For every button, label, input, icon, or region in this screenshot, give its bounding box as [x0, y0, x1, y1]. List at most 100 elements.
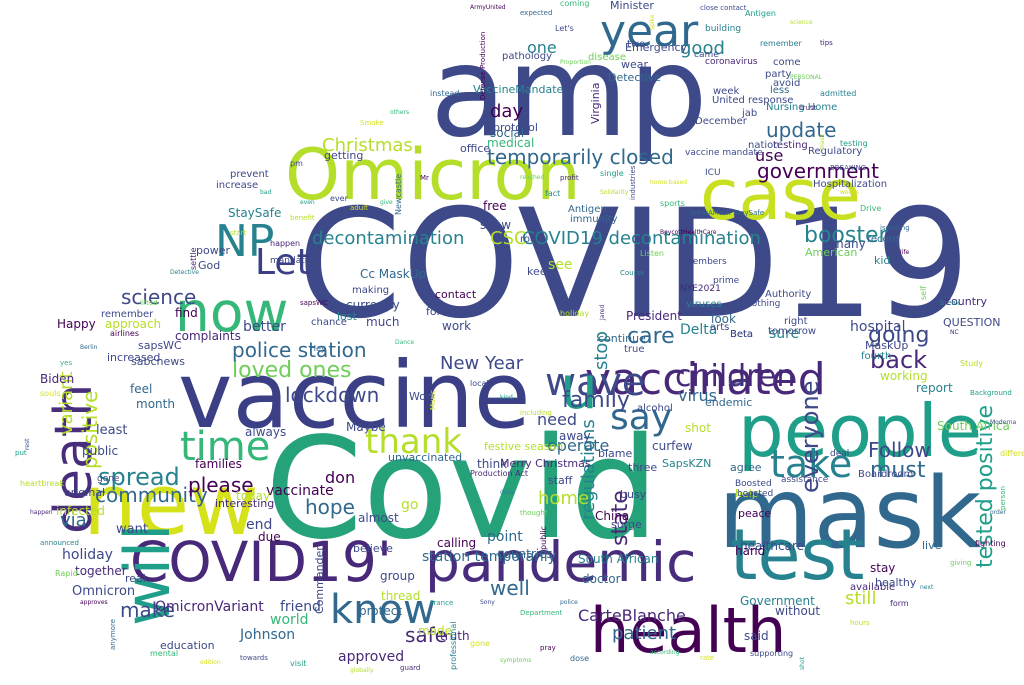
cloud-word: interesting [215, 497, 275, 510]
cloud-word: CarteBlanche [578, 606, 686, 625]
cloud-word-small: reached [520, 174, 545, 181]
cloud-word: holiday [62, 547, 113, 563]
cloud-word: calling [437, 536, 477, 550]
cloud-word: must [870, 458, 926, 483]
cloud-word: hand [735, 544, 766, 558]
cloud-word: sapsWC [138, 339, 182, 352]
cloud-word: office [460, 142, 491, 155]
cloud-word: Let [255, 242, 311, 283]
cloud-word: staff [548, 474, 573, 487]
cloud-word: think [477, 457, 508, 471]
cloud-word: almost [358, 511, 399, 525]
cloud-word: without [775, 604, 821, 618]
cloud-word: Beta [730, 329, 754, 340]
cloud-word-small: yes [60, 359, 73, 367]
cloud-word: Emergency [625, 41, 688, 54]
cloud-word: surge [611, 518, 642, 531]
cloud-word: Christmas [322, 135, 413, 156]
cloud-word: approved [338, 649, 405, 665]
cloud-word: President [626, 309, 682, 323]
cloud-word: coronavirus [705, 57, 758, 67]
cloud-word: shot [685, 421, 711, 435]
cloud-word-small: anymore [109, 618, 117, 650]
cloud-word-small: sapsWC [300, 299, 328, 307]
cloud-word: live [922, 539, 942, 552]
cloud-word: going [868, 323, 930, 348]
cloud-word-small: hours [850, 619, 870, 627]
cloud-word-small: Dance [395, 339, 415, 346]
cloud-word: say [610, 397, 673, 438]
cloud-word: wear [621, 58, 649, 71]
cloud-word-small: pray [540, 644, 556, 652]
cloud-word-small: ever [330, 194, 348, 203]
cloud-word: prime [713, 276, 740, 286]
cloud-word-small: tips [820, 39, 833, 47]
cloud-word: chance [311, 317, 347, 328]
cloud-word: Detective [608, 71, 662, 84]
cloud-word-small: weeks [840, 189, 859, 196]
cloud-word: December [695, 116, 747, 127]
cloud-word: lost [337, 310, 357, 323]
cloud-word-small: others [390, 109, 410, 116]
cloud-word-small: science [790, 19, 813, 26]
cloud-word: operate [547, 436, 610, 455]
cloud-word: less [770, 85, 790, 96]
cloud-word-small: mental [150, 649, 179, 658]
cloud-word-small: Mr [420, 174, 429, 182]
cloud-word: well [490, 576, 530, 600]
cloud-word: right [784, 316, 808, 327]
cloud-word: vaccinated [585, 354, 826, 405]
cloud-word-small: fighting [975, 539, 1006, 548]
cloud-word: amp [430, 20, 708, 165]
cloud-word: arts [710, 322, 730, 333]
cloud-word-small: put [15, 449, 27, 457]
cloud-word: truth [440, 629, 470, 643]
cloud-word-small: instead [430, 89, 460, 98]
cloud-word: God [198, 259, 221, 272]
cloud-word: kid [874, 254, 891, 267]
cloud-word-small: data [500, 489, 514, 496]
cloud-word-small: Production Act [470, 469, 528, 478]
cloud-word: infected [56, 504, 105, 518]
cloud-word: came [694, 50, 719, 60]
cloud-word: Biden [40, 372, 75, 386]
cloud-word: currently [346, 298, 400, 312]
cloud-word: feel [130, 382, 153, 396]
cloud-word-small: PERSONAL [790, 74, 823, 81]
cloud-word: Commander [313, 546, 326, 615]
cloud-word: hope [305, 495, 355, 519]
cloud-word: power [196, 244, 230, 257]
cloud-word-small: break [940, 299, 960, 307]
cloud-word: Omnicron [72, 584, 136, 599]
cloud-word-small: thought [520, 509, 548, 517]
cloud-word: assistance [781, 475, 829, 485]
cloud-word: continue [598, 332, 646, 345]
cloud-word: original [64, 486, 106, 499]
cloud-word: still [845, 588, 877, 609]
cloud-word-small: BREAKING [830, 164, 867, 172]
cloud-word: back [870, 346, 928, 374]
cloud-word: sure [769, 326, 800, 342]
cloud-word: home [538, 488, 590, 509]
cloud-word: ICU [705, 168, 721, 178]
cloud-word: mandatory [270, 256, 320, 266]
cloud-word: make [120, 598, 175, 622]
cloud-word-small: fact [545, 189, 561, 198]
cloud-word: community [95, 483, 208, 507]
cloud-word: Boosted [735, 479, 772, 489]
cloud-word: room [520, 234, 546, 245]
cloud-word: response [748, 95, 794, 106]
cloud-word-small: Drive [860, 204, 882, 213]
cloud-word: true [624, 344, 645, 355]
cloud-word: end [246, 517, 273, 533]
cloud-word-small: Berlin [80, 344, 98, 351]
cloud-word-small: local [470, 379, 489, 388]
cloud-word: see [548, 257, 573, 273]
cloud-word: u [560, 353, 599, 423]
cloud-word-small: Defense Production [479, 31, 487, 100]
cloud-word-small: lifted [140, 299, 158, 307]
cloud-word: Nothing [745, 299, 781, 309]
cloud-word: sabcnews [131, 355, 185, 368]
cloud-word: look [711, 312, 736, 326]
cloud-word: least [96, 423, 128, 438]
